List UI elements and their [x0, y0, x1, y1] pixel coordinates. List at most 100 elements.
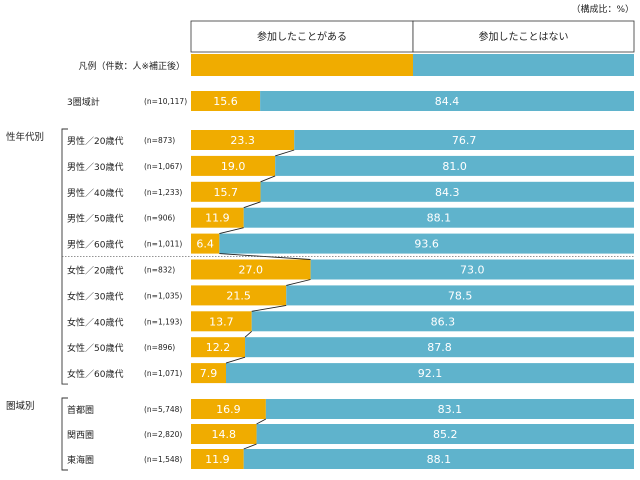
bar-segment-no: [286, 285, 634, 306]
data-label-yes: 15.7: [214, 186, 239, 199]
row-n-count: (n=873): [144, 136, 175, 145]
bar-segment-no: [310, 259, 634, 280]
data-label-yes: 21.5: [226, 289, 251, 302]
connector-line: [260, 175, 276, 183]
group-label: 圏域別: [6, 400, 35, 412]
bar-segment-no: [225, 363, 634, 384]
row-label: 3圏域計: [67, 96, 100, 108]
row-label: 女性／50歳代: [67, 342, 123, 354]
connector-line: [251, 304, 287, 312]
row-label: 男性／60歳代: [67, 239, 123, 251]
legend-swatch-no: [413, 54, 634, 76]
connector-line: [286, 279, 311, 286]
bar-segment-yes: [191, 449, 244, 469]
connector-line: [256, 418, 267, 425]
data-label-yes: 27.0: [239, 264, 264, 277]
row-label: 男性／40歳代: [67, 187, 123, 199]
row-label: 女性／30歳代: [67, 290, 123, 302]
data-label-yes: 12.2: [206, 341, 231, 354]
bar-segment-no: [260, 181, 634, 202]
bar-segment-no: [294, 130, 634, 150]
data-label-yes: 19.0: [221, 160, 246, 173]
data-label-no: 81.0: [442, 160, 467, 173]
row-label: 女性／60歳代: [67, 368, 123, 380]
series-header-box-no: [412, 20, 635, 53]
data-label-no: 73.0: [460, 264, 485, 277]
bar-segment-yes: [191, 181, 261, 202]
connector-line: [219, 227, 244, 235]
data-label-no: 78.5: [448, 289, 473, 302]
row-n-count: (n=10,117): [144, 97, 187, 106]
connector-line: [225, 356, 246, 364]
row-label: 首都圏: [67, 404, 94, 416]
group-bracket: [61, 397, 68, 471]
row-n-count: (n=1,071): [144, 369, 182, 378]
data-label-no: 92.1: [418, 367, 443, 380]
bar-segment-no: [243, 207, 635, 228]
legend-swatch-yes: [191, 54, 413, 76]
data-label-yes: 6.4: [196, 238, 214, 251]
data-label-no: 84.3: [435, 186, 460, 199]
row-n-count: (n=1,233): [144, 188, 182, 197]
data-label-yes: 13.7: [209, 315, 234, 328]
data-label-no: 76.7: [452, 134, 477, 147]
data-label-no: 88.1: [427, 453, 452, 466]
bar-segment-no: [251, 311, 635, 332]
row-n-count: (n=906): [144, 214, 175, 223]
data-label-no: 88.1: [427, 212, 452, 225]
bar-segment-no: [243, 449, 635, 469]
connector-line: [219, 253, 311, 260]
row-label: 女性／40歳代: [67, 316, 123, 328]
row-n-count: (n=896): [144, 343, 175, 352]
data-label-yes: 11.9: [205, 212, 230, 225]
legend-label: 凡例（件数：人※補正後）: [78, 60, 185, 72]
connector-line: [244, 330, 252, 338]
bar-segment-yes: [191, 130, 295, 150]
row-label: 男性／20歳代: [67, 135, 123, 147]
data-label-yes: 7.9: [200, 367, 218, 380]
bar-segment-yes: [191, 91, 261, 111]
row-n-count: (n=2,820): [144, 430, 182, 439]
bar-segment-no: [260, 91, 634, 111]
bar-segment-no: [256, 424, 634, 444]
connector-line: [243, 443, 257, 450]
row-label: 東海圏: [67, 454, 94, 466]
bar-segment-yes: [191, 285, 287, 306]
row-n-count: (n=1,067): [144, 162, 182, 171]
data-label-no: 83.1: [438, 403, 463, 416]
data-label-no: 86.3: [431, 315, 456, 328]
row-n-count: (n=832): [144, 266, 175, 275]
row-label: 男性／30歳代: [67, 161, 123, 173]
unit-label: （構成比：%）: [571, 5, 634, 15]
data-label-yes: 16.9: [216, 403, 241, 416]
bar-segment-no: [245, 337, 634, 358]
bar-segment-yes: [191, 337, 246, 358]
row-label: 男性／50歳代: [67, 213, 123, 225]
data-label-no: 93.6: [414, 238, 439, 251]
data-label-yes: 14.8: [212, 428, 237, 441]
row-n-count: (n=1,011): [144, 240, 182, 249]
bar-segment-yes: [191, 207, 244, 228]
data-label-yes: 11.9: [205, 453, 230, 466]
data-label-yes: 15.6: [213, 95, 238, 108]
bar-segment-yes: [191, 363, 226, 384]
row-n-count: (n=1,035): [144, 291, 182, 300]
series-header-yes: 参加したことがある: [257, 30, 347, 43]
connector-line: [275, 149, 295, 157]
data-label-no: 85.2: [433, 428, 458, 441]
bar-segment-no: [275, 155, 634, 176]
bar-segment-yes: [191, 233, 220, 254]
bar-segment-yes: [191, 424, 257, 444]
row-n-count: (n=5,748): [144, 405, 182, 414]
data-label-no: 87.8: [427, 341, 452, 354]
bar-segment-yes: [191, 155, 276, 176]
row-n-count: (n=1,193): [144, 317, 182, 326]
bar-segment-yes: [191, 399, 266, 419]
data-label-no: 84.4: [435, 95, 460, 108]
bar-segment-no: [219, 233, 635, 254]
series-header-no: 参加したことはない: [479, 30, 569, 43]
row-label: 関西圏: [67, 430, 94, 441]
bar-segment-yes: [191, 259, 311, 280]
data-label-yes: 23.3: [230, 134, 255, 147]
